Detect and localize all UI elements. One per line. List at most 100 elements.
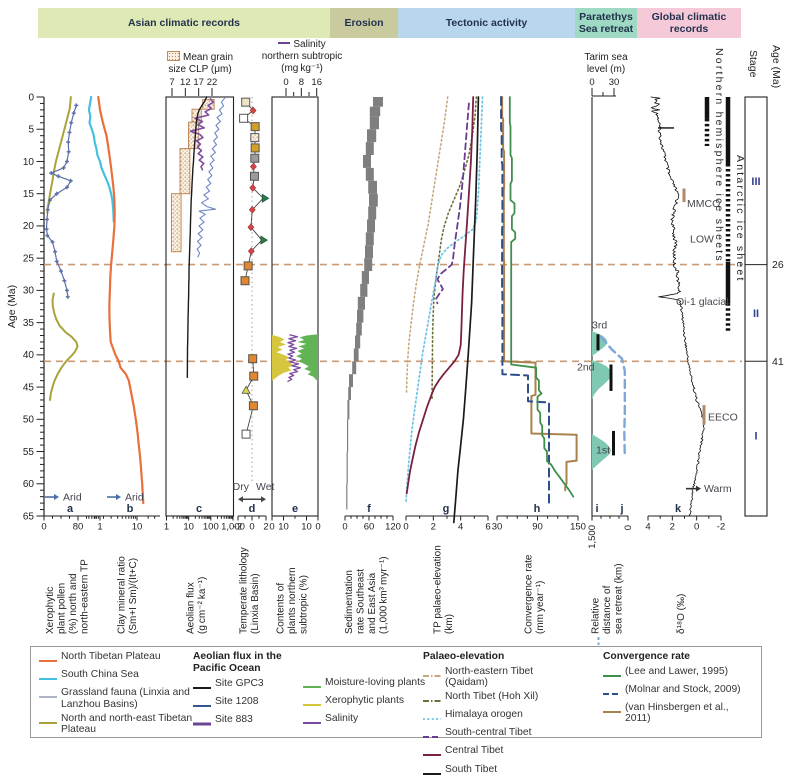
axis-label-a: Xerophytic xyxy=(45,587,56,634)
panel-letter-b: b xyxy=(127,503,134,515)
grain-title-line: Mean grain xyxy=(182,52,234,63)
sedimentation-band xyxy=(369,116,379,130)
annotation-eeco: EECO xyxy=(708,412,738,424)
annotation-warm: Warm xyxy=(704,483,732,495)
legend-item-label: North Tibet (Hoh Xil) xyxy=(445,691,539,703)
axis-label-b: Clay mineral ratio xyxy=(116,556,127,634)
legend-item-label: North and north-east Tibetan Plateau xyxy=(61,712,193,736)
svg-text:0: 0 xyxy=(342,522,347,533)
svg-text:22: 22 xyxy=(207,77,218,88)
legend-item: North Tibetan Plateau xyxy=(39,651,199,667)
legend-item: North Tibet (Hoh Xil) xyxy=(423,691,577,707)
tarim-title-line: level (m) xyxy=(586,64,626,75)
sea-retreat-line xyxy=(599,335,626,458)
hatch-square-marker xyxy=(250,133,260,143)
legend-column-3: Palaeo-elevation North-eastern Tibet (Qai… xyxy=(423,651,577,782)
svg-text:0: 0 xyxy=(589,77,594,88)
sedimentation-band xyxy=(352,361,357,375)
legend-swatch-icon xyxy=(423,768,441,780)
sedimentation-band xyxy=(361,271,369,284)
sedimentation-band xyxy=(365,245,373,259)
svg-text:7: 7 xyxy=(169,77,174,88)
axis-label-g: (km) xyxy=(444,614,455,634)
svg-text:20: 20 xyxy=(23,221,35,232)
sedimentation-band xyxy=(367,219,375,233)
tarim-title-line: Tarim sea xyxy=(584,52,628,63)
series-site-883 xyxy=(189,98,215,171)
cream-square-marker xyxy=(241,97,251,107)
svg-text:80: 80 xyxy=(73,522,84,533)
svg-text:0: 0 xyxy=(315,522,320,533)
ice-bar-label: Northern hemisphere ice sheets xyxy=(713,48,725,263)
legend-swatch-icon xyxy=(603,670,621,682)
gold-square-marker xyxy=(250,143,260,153)
legend-header: Aeolian flux in the Pacific Ocean xyxy=(193,651,282,674)
legend-swatch-icon xyxy=(423,749,441,761)
sedimentation-band xyxy=(357,309,364,323)
axis-label-f: rate Southeast xyxy=(355,569,366,634)
panel-ij: 0 30 1,500 0 Relative distance of sea retreat … xyxy=(587,77,634,645)
axis-label-h: (mm year⁻¹) xyxy=(535,581,546,634)
sedimentation-band xyxy=(365,232,374,246)
legend-item-label: North-eastern Tibet (Qaidam) xyxy=(445,665,534,689)
orange-square-marker xyxy=(243,261,253,271)
legend-item-label: Central Tibet xyxy=(445,745,504,757)
legend-item-label: Site 1208 xyxy=(215,695,259,707)
sedimentation-band xyxy=(357,296,365,310)
yellow-triangle-marker xyxy=(241,385,251,394)
sedimentation-band xyxy=(367,129,377,143)
legend-swatch-icon xyxy=(193,718,211,730)
svg-text:65: 65 xyxy=(23,511,35,522)
series-grassland-fauna xyxy=(45,104,77,298)
annotation-low: LOW xyxy=(690,234,714,246)
panel-letter-a: a xyxy=(67,503,74,515)
svg-text:0: 0 xyxy=(283,77,288,88)
ice-bar: Antarctic ice sheet xyxy=(725,97,746,333)
series-south-tibet xyxy=(452,96,480,524)
axis-label-b: (Sm+I Sm)/(It+C) xyxy=(128,558,139,634)
band-erosion: Erosion xyxy=(330,8,398,38)
band-asian-climatic-records: Asian climatic records xyxy=(38,8,330,38)
svg-text:12: 12 xyxy=(180,77,191,88)
svg-text:100: 100 xyxy=(203,522,219,533)
panel-b: 1 10 Clay mineral ratio (Sm+I Sm)/(It+C) xyxy=(87,95,160,634)
sedimentation-band xyxy=(353,348,359,362)
legend-item: Grassland fauna (Linxia and Lanzhou Basi… xyxy=(39,687,199,710)
svg-text:Stage: Stage xyxy=(747,50,759,78)
svg-text:10: 10 xyxy=(132,522,143,533)
legend-item: South-central Tibet xyxy=(423,727,577,743)
sedimentation-band xyxy=(355,335,361,349)
svg-text:150: 150 xyxy=(570,522,586,533)
series-central-tibet xyxy=(405,96,475,495)
legend-swatch-icon xyxy=(39,717,57,729)
svg-text:0: 0 xyxy=(28,92,34,103)
panel-letter-g: g xyxy=(443,503,450,515)
legend-item: (Molnar and Stock, 2009) xyxy=(603,684,757,700)
axis-label-a: plant pollen xyxy=(56,583,67,634)
salinity-title-line: northern subtropic xyxy=(261,51,343,62)
axis-label-ij: distance of xyxy=(602,585,613,634)
sedimentation-band xyxy=(346,483,348,510)
axis-label-e: subtropic (%) xyxy=(299,575,310,634)
svg-text:4: 4 xyxy=(458,522,463,533)
sea-incursion-blob xyxy=(592,434,612,470)
panel-g: 0 2 4 6 TP palaeo-elevation (km) xyxy=(403,96,491,634)
panel-letter-i: i xyxy=(595,503,598,515)
svg-text:55: 55 xyxy=(23,447,35,458)
axis-label-a: (%) north and xyxy=(68,573,79,634)
legend-swatch-icon xyxy=(39,655,57,667)
band-label: Erosion xyxy=(344,16,384,29)
series-site-1208 xyxy=(196,97,226,258)
legend-column-4: Convergence rate (Lee and Lawer, 1995) (Mo… xyxy=(603,651,757,727)
green-triangle-marker xyxy=(261,193,270,203)
axis-label-f: (1,000 km³ myr⁻¹) xyxy=(378,556,389,634)
svg-text:120: 120 xyxy=(385,522,401,533)
axis-label-c: (g cm⁻² ka⁻¹) xyxy=(197,577,208,634)
age-boundary-lines xyxy=(44,263,742,363)
legend-item: Xerophytic plants xyxy=(303,695,425,711)
hatched-box-icon xyxy=(166,51,180,61)
svg-text:17: 17 xyxy=(193,77,204,88)
grain-size-box xyxy=(170,193,182,253)
green-triangle-marker xyxy=(260,235,268,245)
panel-a: 0 80 Xerophytic plant pollen (%) north and no… xyxy=(41,96,108,634)
